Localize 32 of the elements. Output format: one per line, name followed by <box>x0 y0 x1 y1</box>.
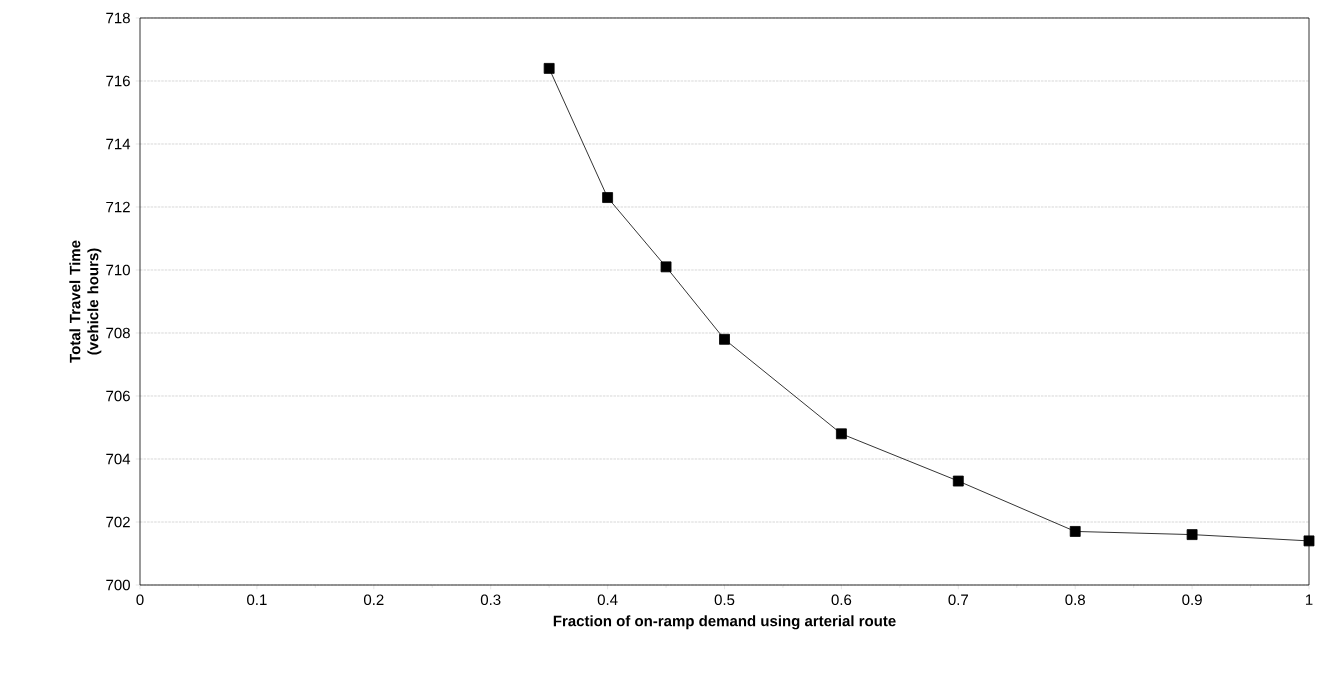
y-tick-label: 718 <box>106 12 130 24</box>
x-axis-title: Fraction of on-ramp demand using arterial route <box>553 615 896 630</box>
point <box>602 192 613 203</box>
x-tick-label: 1 <box>1305 594 1313 605</box>
y-tick-label: 716 <box>106 75 130 87</box>
point <box>719 333 730 345</box>
x-tick-label: 0.2 <box>363 594 384 606</box>
point <box>836 428 847 440</box>
y-axis-title: Total Travel Time (vehicle hours) <box>69 240 102 363</box>
x-tick-label: 0.9 <box>1182 594 1202 606</box>
y-tick-label: 708 <box>106 327 130 339</box>
x-tick-label: 0.4 <box>597 594 618 606</box>
y-tick-label: 704 <box>106 453 131 465</box>
y-tick-label: 702 <box>106 516 130 528</box>
y-tick-label: 700 <box>106 579 130 591</box>
y-tick-label: 706 <box>106 390 130 402</box>
point <box>1069 526 1081 537</box>
x-tick-label: 0.1 <box>247 594 267 606</box>
x-tick-label: 0.8 <box>1065 594 1085 606</box>
y-tick-label: 714 <box>106 138 131 150</box>
x-tick-label: 0 <box>136 594 144 606</box>
point <box>1186 529 1198 540</box>
x-tick-label: 0.7 <box>948 594 968 606</box>
x-tick-label: 0.5 <box>714 594 735 606</box>
point <box>1303 535 1315 547</box>
y-tick-label: 712 <box>106 201 130 213</box>
x-tick-label: 0.3 <box>480 594 501 606</box>
point <box>952 475 964 487</box>
x-tick-label: 0.6 <box>831 594 852 606</box>
point <box>543 62 555 74</box>
point <box>660 261 672 273</box>
y-tick-label: 710 <box>106 264 130 276</box>
